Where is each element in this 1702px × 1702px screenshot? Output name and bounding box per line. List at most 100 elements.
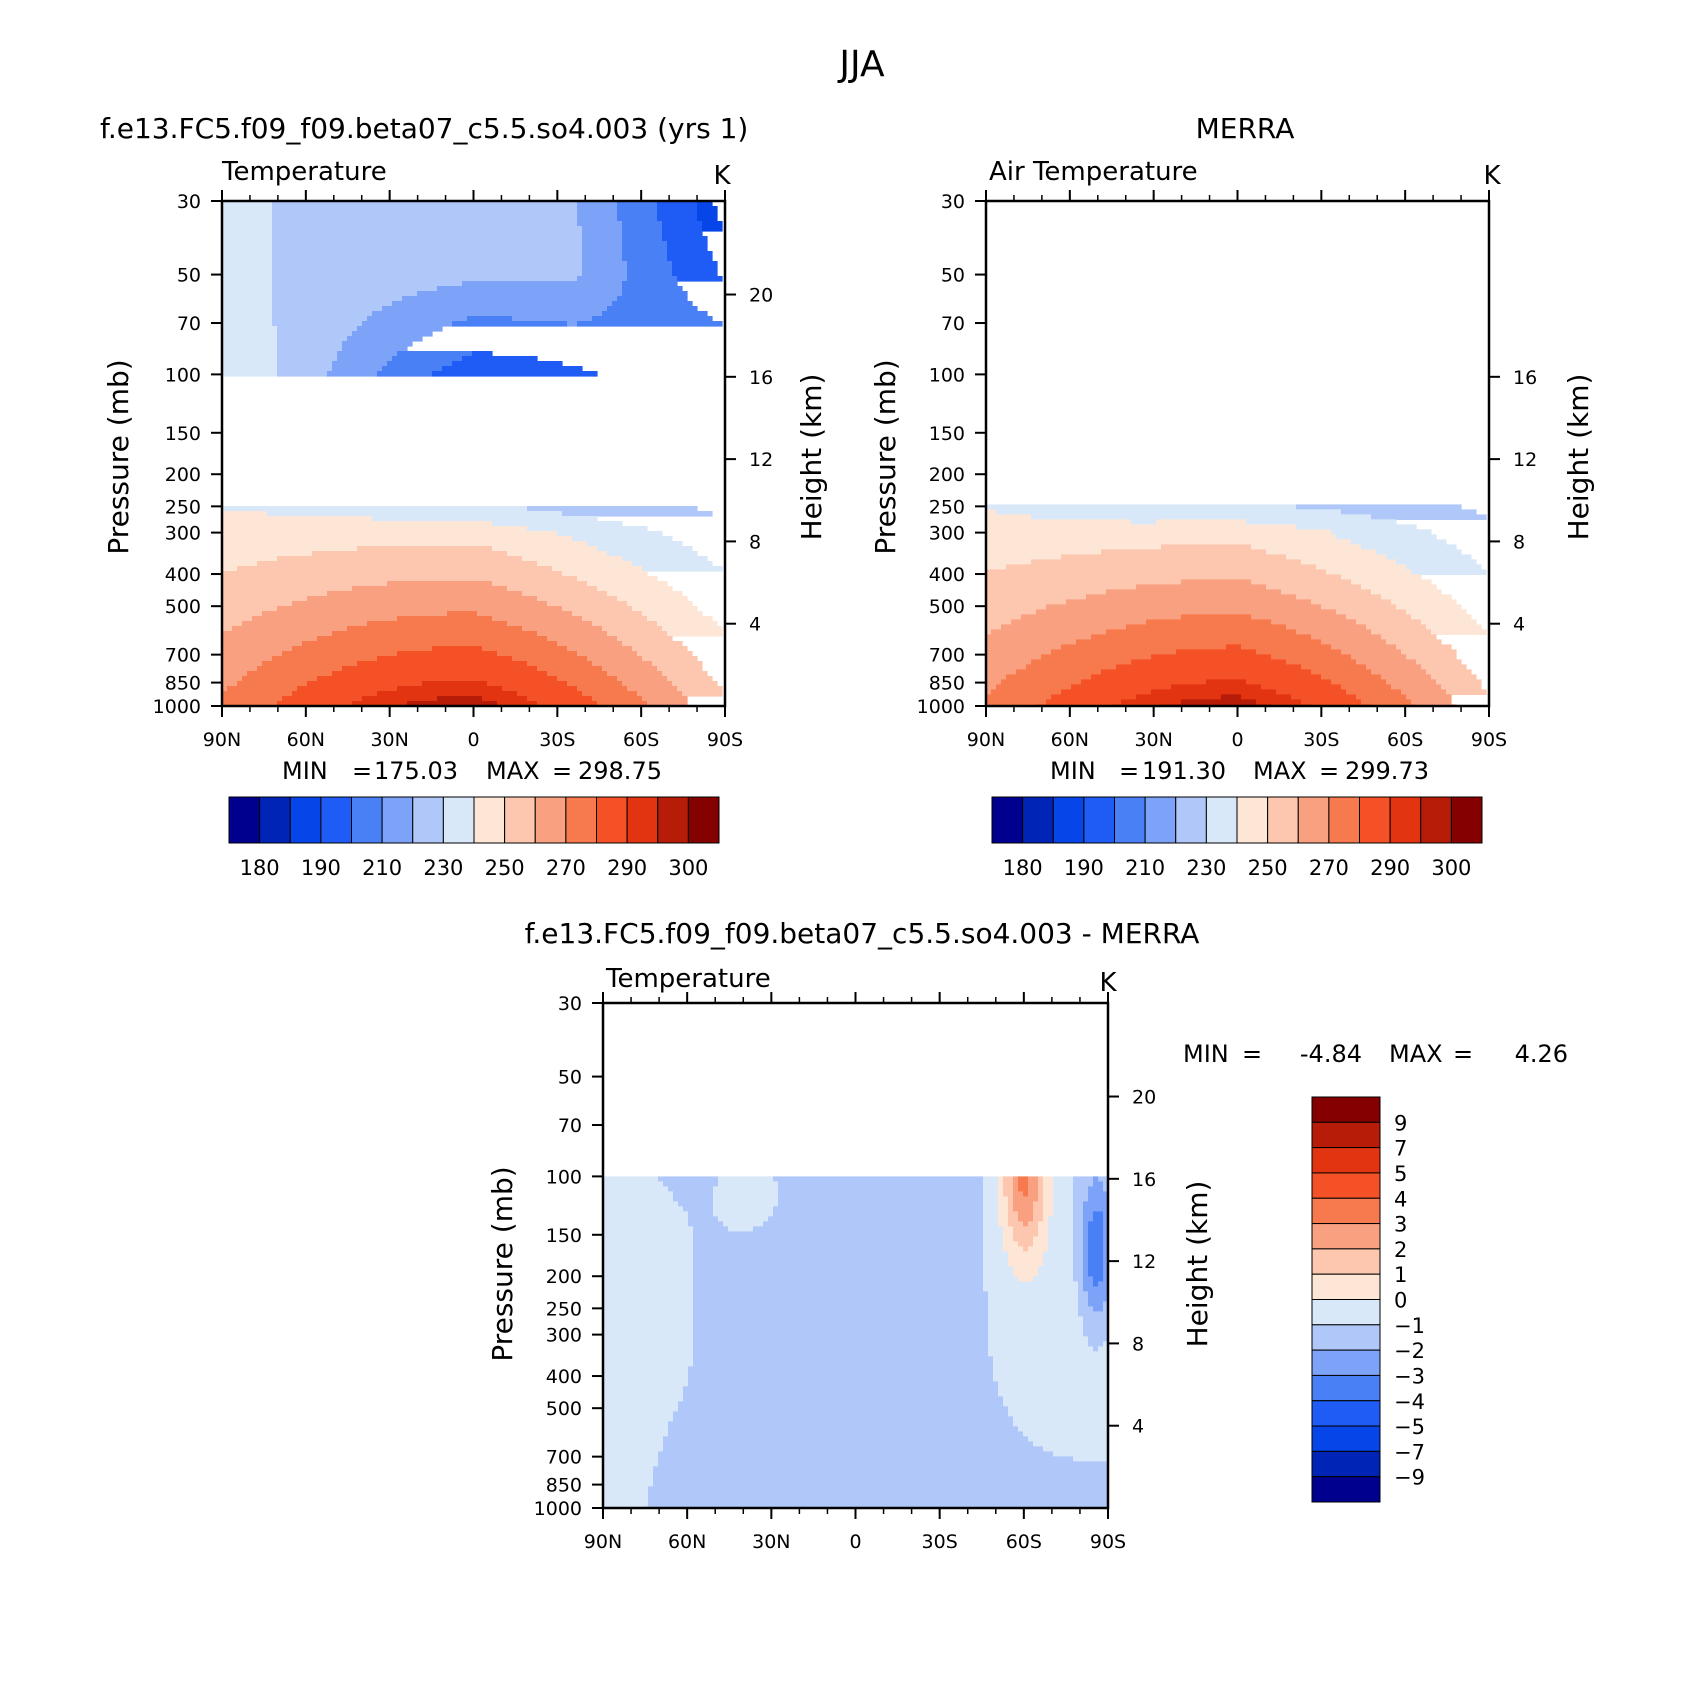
contour-cell: [1246, 519, 1397, 525]
contour-cell: [1048, 1231, 1074, 1237]
contour-cell: [1171, 684, 1262, 690]
contour-cell: [1103, 1261, 1109, 1267]
contour-cell: [222, 291, 273, 297]
contour-cell: [1296, 524, 1417, 530]
contour-cell: [432, 646, 483, 652]
contour-cell: [991, 629, 1107, 635]
colorbar-label: −2: [1394, 1339, 1425, 1363]
contour-cell: [1053, 1206, 1074, 1212]
contour-cell: [1088, 1266, 1104, 1272]
contour-cell: [222, 351, 278, 357]
contour-cell: [547, 636, 618, 642]
contour-cell: [697, 201, 713, 207]
contour-cell: [1426, 624, 1482, 630]
contour-cell: [1006, 674, 1092, 680]
contour-cell: [667, 246, 708, 252]
contour-cell: [272, 201, 578, 207]
contour-cell: [272, 296, 403, 302]
contour-cell: [1053, 1181, 1074, 1187]
contour-cell: [1321, 604, 1397, 610]
contour-cell: [603, 1411, 674, 1417]
contour-cell: [1091, 674, 1322, 680]
contour-cell: [1018, 1216, 1034, 1222]
contour-cell: [1356, 659, 1417, 665]
contour-cell: [222, 301, 273, 307]
contour-cell: [986, 559, 1032, 565]
contour-cell: [603, 1391, 684, 1397]
contour-cell: [603, 1351, 694, 1357]
contour-cell: [693, 1311, 989, 1317]
contour-cell: [778, 1181, 984, 1187]
colorbar-box: [1389, 796, 1422, 844]
contour-cell: [1086, 594, 1297, 600]
contour-cell: [1441, 684, 1482, 690]
contour-cell: [292, 646, 433, 652]
contour-cell: [592, 696, 643, 702]
contour-cell: [437, 286, 623, 292]
contour-cell: [1151, 654, 1272, 660]
contour-cell: [1023, 1431, 1109, 1437]
x-axis-latitude: 90N 60N 30N 0 30S 60S 90S: [967, 190, 1507, 751]
contour-cell: [372, 516, 598, 522]
contour-cell: [582, 236, 623, 242]
contour-cell: [1043, 1176, 1054, 1182]
contour-cell: [377, 371, 433, 377]
contour-cell: [222, 676, 243, 682]
contour-cell: [1061, 644, 1227, 650]
contour-cell: [1251, 579, 1352, 585]
contour-cell: [222, 671, 248, 677]
contour-cell: [657, 666, 703, 672]
contour-cell: [1013, 1271, 1039, 1277]
contour-cell: [1023, 1221, 1029, 1227]
contour-cell: [702, 221, 723, 227]
contour-cell: [1371, 514, 1487, 520]
contour-cell: [272, 236, 583, 242]
contour-cell: [763, 1221, 984, 1227]
contour-cell: [658, 1456, 1074, 1462]
colorbar-box: [1420, 796, 1452, 844]
contour-cell: [1371, 589, 1442, 595]
contour-cell: [387, 581, 493, 587]
contour-cell: [718, 1216, 769, 1222]
contour-cell: [603, 1191, 674, 1197]
contour-cell: [1083, 1201, 1109, 1207]
contour-cell: [603, 1216, 689, 1222]
contour-cell: [607, 631, 668, 637]
min-value: -4.84: [1300, 1040, 1362, 1068]
contour-cell: [1013, 1226, 1039, 1232]
contour-cell: [1316, 564, 1407, 570]
contour-cell: [1088, 1261, 1104, 1267]
contour-cell: [693, 1341, 989, 1347]
contour-cell: [603, 1246, 694, 1252]
contour-cell: [998, 1191, 1004, 1197]
contour-cell: [986, 599, 1067, 605]
contour-cell: [557, 676, 618, 682]
contour-cell: [222, 316, 273, 322]
y-axis-height: Height (km) 20 16 12 8 4: [1108, 1087, 1214, 1438]
contour-cell: [1136, 694, 1222, 700]
contour-cell: [1003, 1176, 1014, 1182]
contour-cell: [277, 331, 353, 337]
contour-cell: [1386, 679, 1437, 685]
contour-cell: [537, 596, 618, 602]
contour-cell: [693, 1316, 989, 1322]
contour-cell: [362, 696, 438, 702]
contour-cell: [986, 539, 1352, 545]
contour-cell: [1078, 1281, 1084, 1287]
contour-cell: [1331, 679, 1387, 685]
y-tick-label: 400: [929, 564, 965, 586]
contour-cell: [372, 311, 603, 317]
colorbar-box: [1311, 1374, 1381, 1402]
contour-cell: [1356, 619, 1422, 625]
contour-cell: [603, 1451, 659, 1457]
colorbar-box: [1114, 796, 1146, 844]
contour-cell: [683, 1386, 999, 1392]
contour-cell: [632, 646, 688, 652]
contour-cell: [998, 1221, 1009, 1227]
panel-field-label: Air Temperature: [989, 157, 1198, 187]
contour-cell: [1048, 1236, 1074, 1242]
contour-cell: [986, 634, 1092, 640]
contour-cell: [988, 1316, 1084, 1322]
colorbar-box: [289, 796, 322, 844]
